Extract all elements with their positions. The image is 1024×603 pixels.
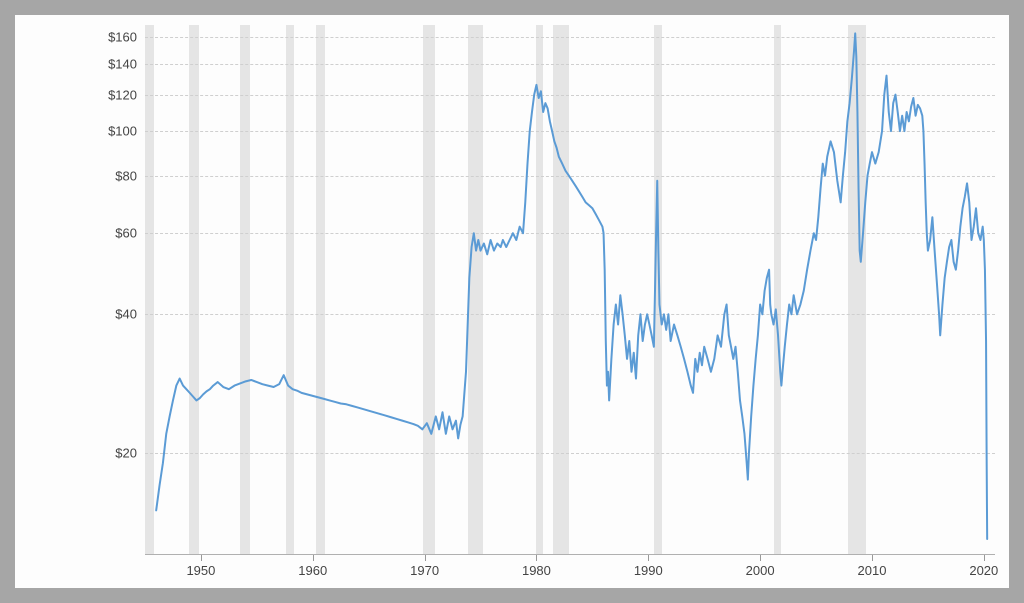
y-tick-label: $60	[115, 226, 145, 241]
y-tick-label: $100	[108, 124, 145, 139]
y-tick-label: $40	[115, 307, 145, 322]
x-tick-label: 2020	[969, 555, 998, 578]
x-tick-label: 1990	[634, 555, 663, 578]
x-tick-label: 1950	[186, 555, 215, 578]
x-tick-label: 2000	[746, 555, 775, 578]
series-layer	[145, 25, 995, 555]
y-tick-label: $20	[115, 445, 145, 460]
x-tick-label: 2010	[858, 555, 887, 578]
x-tick-label: 1970	[410, 555, 439, 578]
price-line	[156, 33, 987, 539]
y-tick-label: $120	[108, 87, 145, 102]
y-tick-label: $160	[108, 30, 145, 45]
y-tick-label: $80	[115, 168, 145, 183]
plot-area: $20$40$60$80$100$120$140$160195019601970…	[145, 25, 995, 555]
x-tick-label: 1960	[298, 555, 327, 578]
chart-canvas: $20 $40 $60 $80 $100 $120 $140 $160 1950 1960 1970…	[15, 15, 1009, 588]
x-tick-label: 1980	[522, 555, 551, 578]
chart-frame: $20 $40 $60 $80 $100 $120 $140 $160 1950 1960 1970…	[0, 0, 1024, 603]
y-tick-label: $140	[108, 56, 145, 71]
